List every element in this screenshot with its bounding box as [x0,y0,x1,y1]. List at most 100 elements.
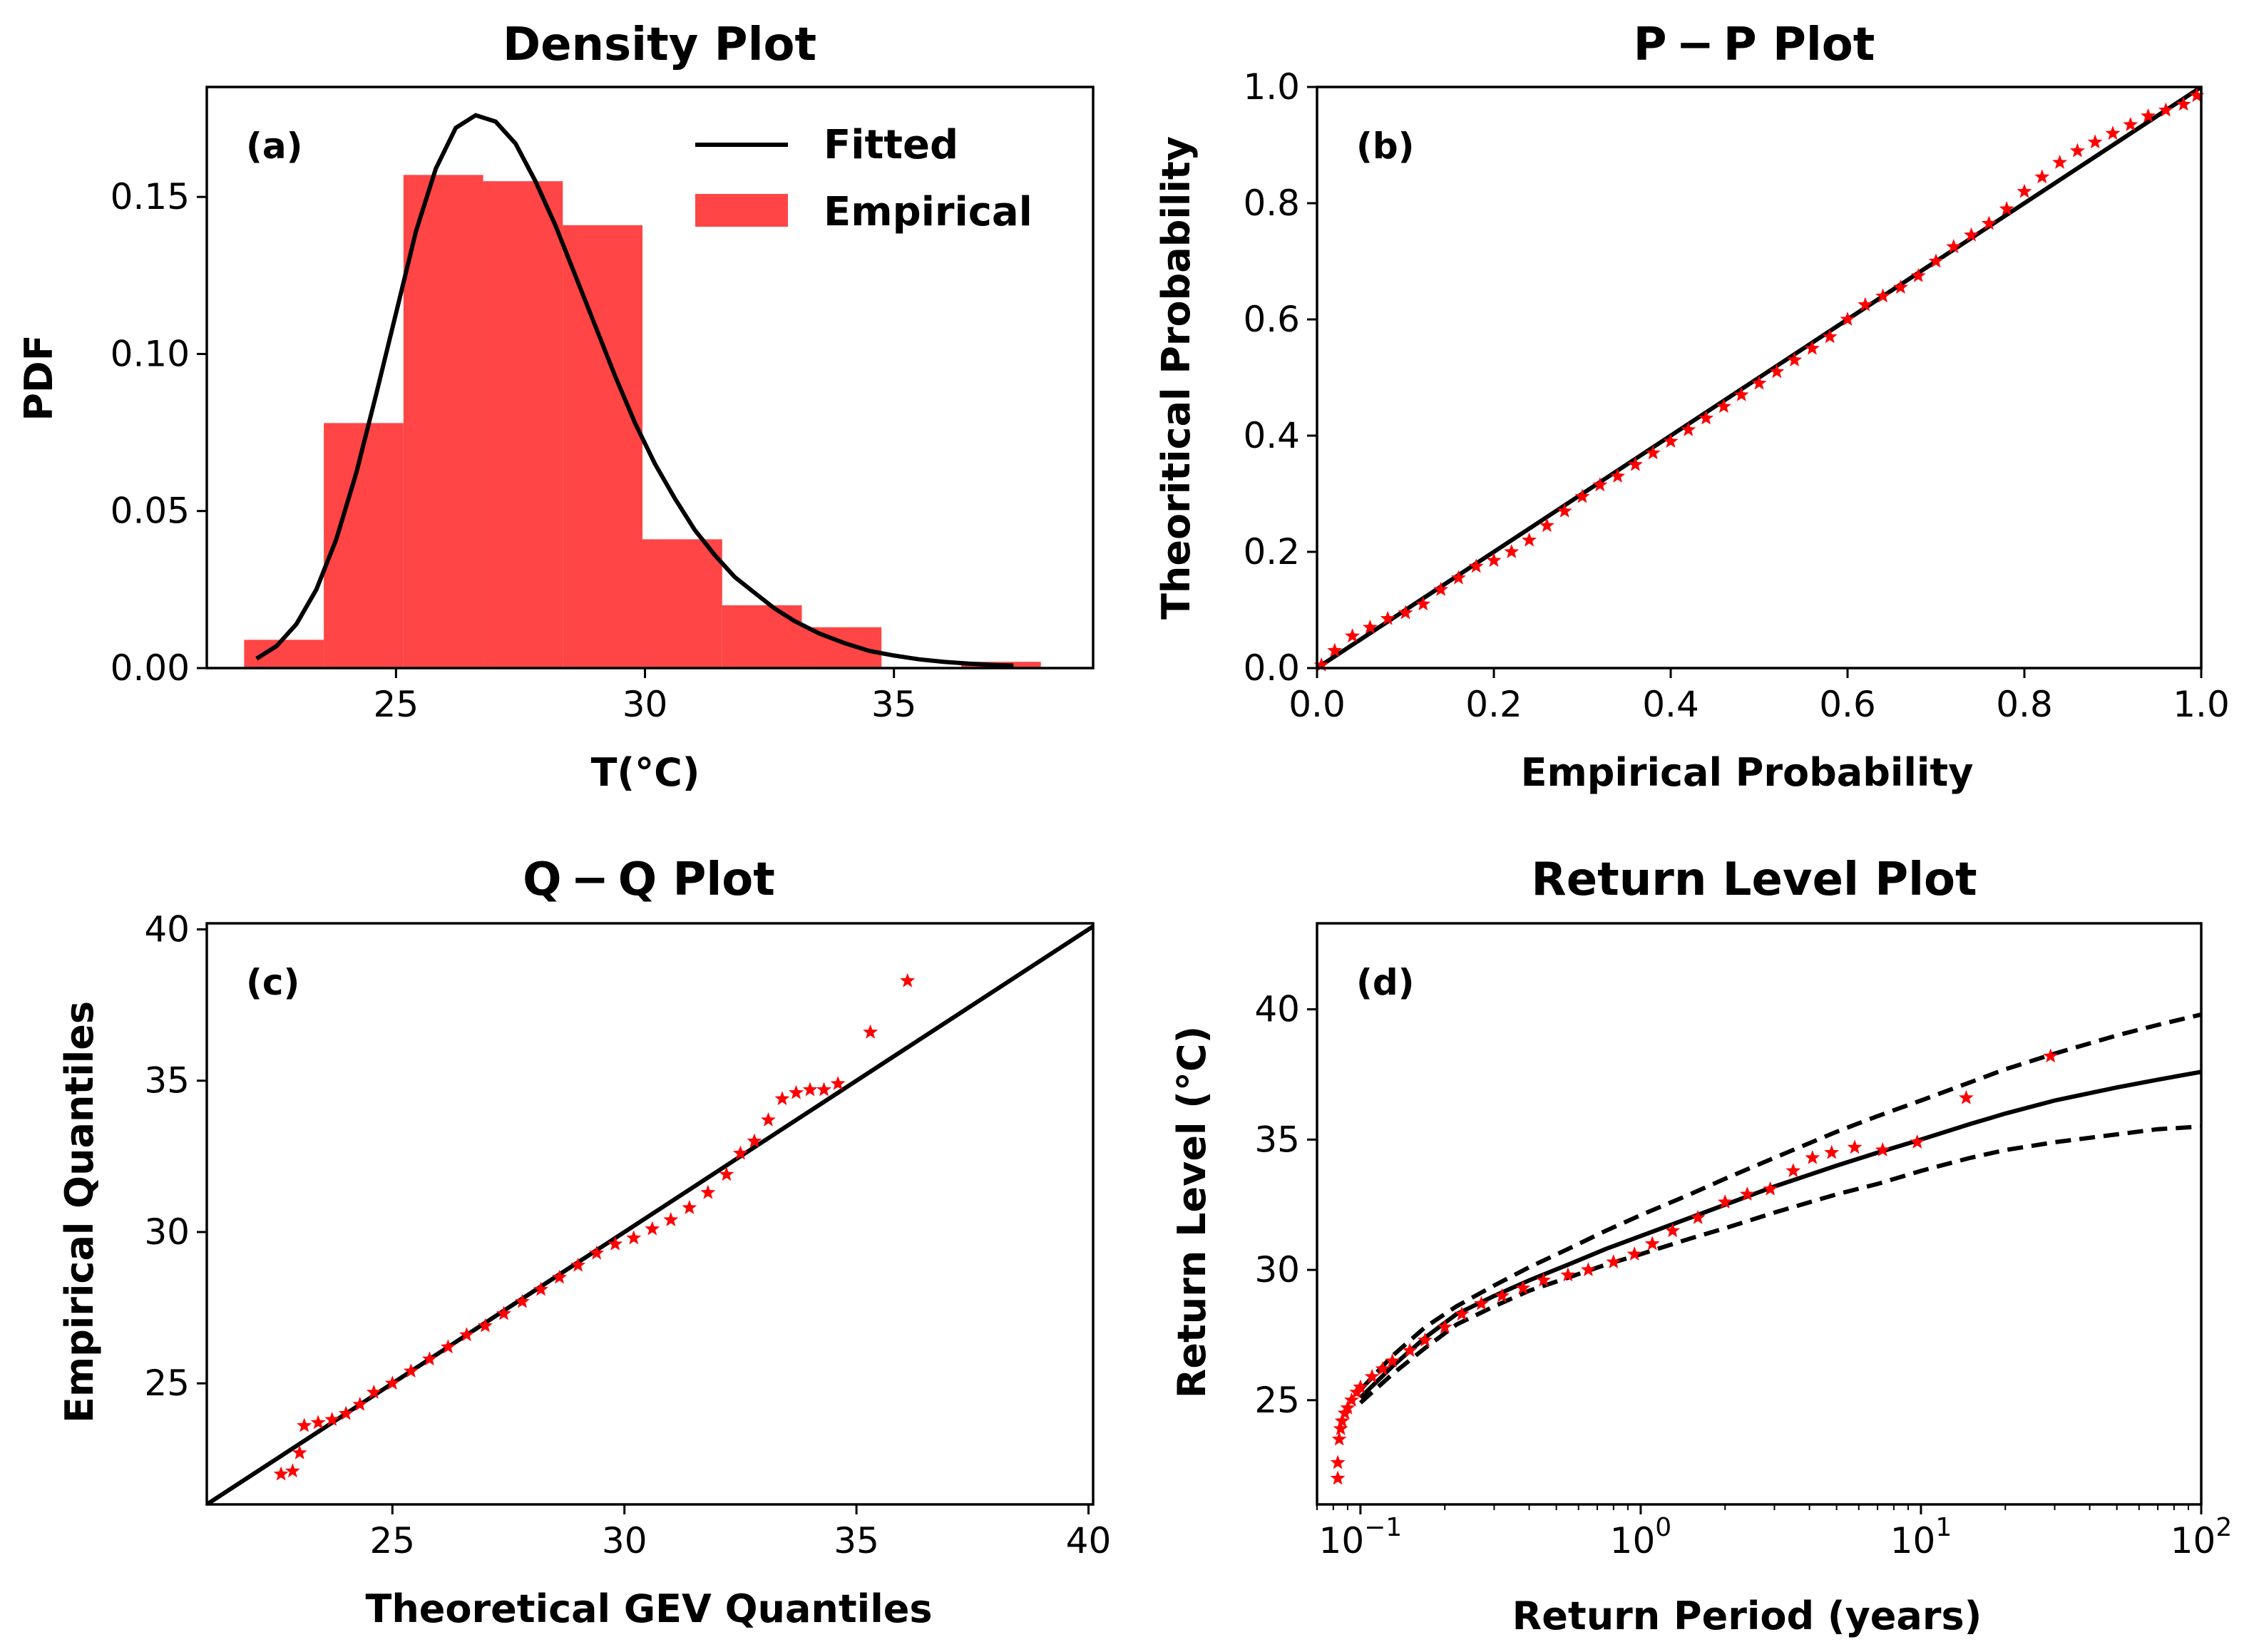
data-point [2069,143,2085,158]
data-point [1626,1246,1642,1261]
data-point [1681,421,1696,436]
histogram-bar [324,423,404,668]
panel-c-ylabel: Empirical Quantiles [57,1001,102,1423]
data-point [1468,558,1484,573]
confidence-bound-line [1358,1124,2201,1405]
data-point [1474,1296,1489,1310]
data-point [297,1417,312,1432]
data-point [352,1396,368,1411]
fitted-curve [255,113,1014,668]
data-point [2123,117,2138,131]
data-point [366,1384,381,1399]
data-point [2158,102,2173,117]
panel-c-qq: Q − Q Plot 25 30 35 40 25 30 35 40 (c) Theoreti… [57,853,1111,1631]
y-tick-label: 0.0 [1243,647,1300,689]
data-point [338,1405,354,1420]
y-tick-label: 25 [144,1363,190,1404]
data-point [1910,1134,1925,1149]
data-point [719,1166,734,1181]
data-point [1362,620,1378,634]
x-tick-exponent: 1 [1935,1513,1952,1542]
data-point [292,1445,307,1459]
data-point [1822,329,1838,344]
panel-d-ylabel: Return Level (°C) [1169,1026,1214,1399]
data-point [1606,1254,1622,1268]
data-point [1560,1267,1576,1282]
data-point [1580,1262,1596,1276]
y-tick-label: 0.2 [1243,531,1300,573]
data-point [1402,1343,1418,1358]
data-point [1805,1149,1820,1164]
data-point [403,1363,419,1378]
data-point [1522,532,1537,547]
panel-a-density: Density Plot 25 30 350.000.050.100.15 (a) … [16,19,1095,795]
data-point [589,1245,605,1260]
data-point [570,1257,586,1272]
y-tick-label: 0.4 [1243,415,1300,456]
data-point [1840,312,1855,326]
data-point [1999,201,2014,215]
x-tick-exponent: 0 [1655,1513,1671,1542]
x-tick-label: 102 [2171,1513,2233,1561]
data-point [1786,1163,1801,1178]
x-tick-label: 0.2 [1465,684,1522,725]
data-point [285,1463,300,1478]
panel-c-xlabel: Theoretical GEV Quantiles [366,1586,933,1631]
reference-line [207,924,1093,1504]
legend-fitted-label: Fitted [824,122,958,168]
data-point [645,1221,660,1236]
data-point [421,1351,437,1366]
data-point [1330,1470,1346,1485]
x-tick-label: 100 [1610,1513,1672,1561]
data-point [1375,1361,1390,1375]
data-point [700,1184,716,1199]
x-tick-label: 25 [370,1520,416,1561]
panel-a-xlabel: T(°C) [591,750,700,795]
data-point [1574,488,1590,503]
return-level-line [1358,1069,2201,1400]
y-tick-label: 0.8 [1243,183,1300,224]
x-tick-label: 35 [834,1520,879,1561]
x-tick-base: 10 [1319,1520,1365,1561]
histogram-bar [244,640,324,668]
data-point [1331,1431,1347,1446]
data-point [1327,642,1343,657]
data-point [1690,1210,1706,1224]
histogram-bar [563,225,643,668]
x-tick-label: 30 [623,684,668,725]
data-point [789,1084,804,1099]
data-point [774,1091,790,1106]
x-tick-label: 25 [374,684,419,725]
data-point [1717,1194,1733,1209]
panel-b-tag: (b) [1356,125,1415,167]
data-point [900,973,916,987]
data-point [747,1133,762,1148]
panel-a-legend: Fitted Empirical [695,122,1033,235]
data-point [2176,96,2191,111]
data-point [2052,155,2068,169]
data-point [1981,215,1997,230]
y-tick-label: 30 [144,1211,190,1253]
data-point [1353,1379,1368,1394]
panel-d-title: Return Level Plot [1531,853,1977,906]
data-point [1847,1139,1863,1154]
panel-b-plot-area: 0.0 0.2 0.4 0.6 0.8 1.0 0.0 0.2 0.4 0.6 0.8 1.0 [1243,66,2229,725]
data-point [384,1375,400,1390]
data-point [1334,1413,1350,1427]
data-point [1645,445,1661,460]
y-tick-label: 0.00 [111,647,190,689]
data-point [552,1269,568,1284]
data-point [459,1327,474,1342]
data-point [1340,1400,1356,1415]
data-point [1763,1181,1778,1196]
axes-frame [205,922,1095,1506]
panel-b-ylabel: Theoritical Probability [1154,136,1199,620]
y-tick-label: 40 [144,908,190,950]
x-tick-label: 10−1 [1319,1513,1403,1561]
data-point [310,1415,326,1430]
data-point [682,1200,697,1214]
data-point [2189,88,2205,103]
data-point [533,1281,548,1296]
